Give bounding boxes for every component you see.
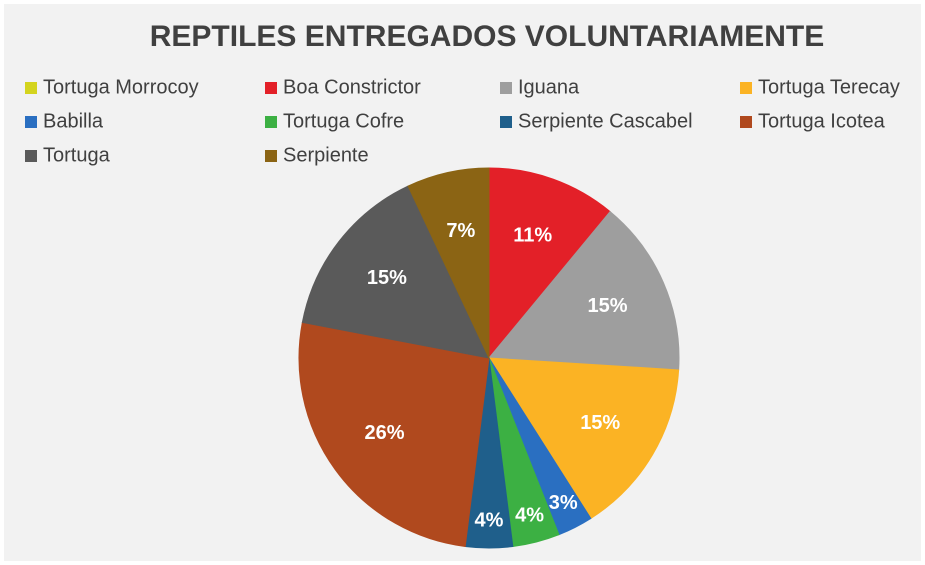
pie-slice [298,321,490,548]
pie-slice [487,210,680,371]
data-label: 15% [367,267,407,289]
legend-label: Iguana [518,76,580,98]
legend-swatch [740,116,752,128]
legend-label: Tortuga [43,144,111,166]
legend-label: Tortuga Morrocoy [43,76,199,98]
legend-swatch [500,116,512,128]
legend-swatch [25,150,37,162]
legend-swatch [25,116,37,128]
legend-swatch [265,116,277,128]
legend-label: Tortuga Terecay [758,76,900,98]
legend-swatch [265,150,277,162]
pie-slice [488,167,611,360]
pie-slice [407,167,490,359]
data-label: 11% [513,225,552,247]
legend-swatch [500,82,512,94]
data-label: 26% [364,422,404,444]
legend-swatch [740,82,752,94]
data-label: 15% [588,295,628,317]
data-label: 15% [580,412,620,434]
data-label: 7% [446,220,475,242]
data-label: 4% [515,505,544,527]
legend-label: Babilla [43,110,104,132]
legend-swatch [25,82,37,94]
legend-label: Tortuga Cofre [283,110,404,132]
legend-label: Tortuga Icotea [758,110,886,132]
legend-label: Serpiente Cascabel [518,110,693,132]
data-label: 3% [549,492,578,514]
legend-label: Serpiente [283,144,369,166]
pie-slice [301,185,490,359]
legend-label: Boa Constrictor [283,76,421,98]
pie-slice [488,357,680,520]
data-label: 4% [475,510,504,532]
legend-swatch [265,82,277,94]
chart-title: REPTILES ENTREGADOS VOLUNTARIAMENTE [150,20,824,53]
